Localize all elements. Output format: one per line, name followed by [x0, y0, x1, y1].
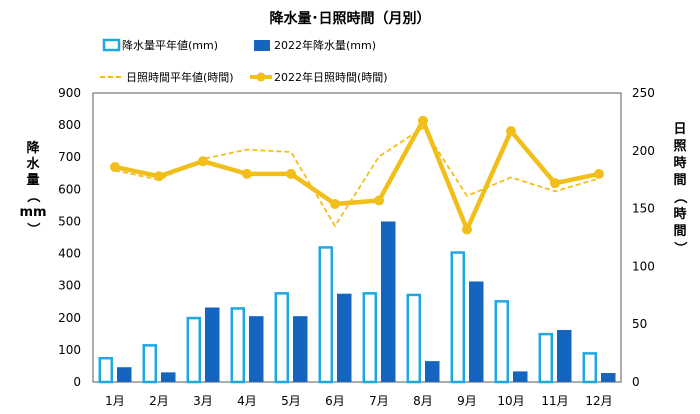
bar-series	[98, 221, 616, 384]
point-2022-sun	[286, 168, 296, 179]
bar-normal-rain	[538, 332, 553, 384]
bar-2022-rain	[381, 221, 396, 382]
bar-normal-rain	[362, 292, 377, 384]
point-2022-sun	[154, 171, 164, 182]
right-tick-label: 100	[632, 259, 655, 273]
right-axis-title-char: 照	[673, 139, 686, 154]
point-2022-sun	[594, 168, 604, 179]
left-tick-label: 100	[58, 343, 81, 357]
right-tick-label: 250	[632, 86, 655, 100]
bar-2022-rain	[161, 372, 176, 382]
left-axis-title-char: 量	[26, 173, 39, 188]
bar-normal-rain	[230, 307, 245, 384]
left-axis-title-char: mm	[19, 205, 46, 220]
bar-2022-rain	[117, 367, 132, 382]
bar-normal-rain	[494, 300, 509, 384]
x-tick-label: 9月	[457, 394, 477, 408]
left-tick-label: 300	[58, 279, 81, 293]
bar-2022-rain	[513, 371, 528, 382]
x-tick-label: 2月	[149, 394, 169, 408]
chart-title: 降水量･日照時間（月別）	[270, 10, 431, 27]
bar-2022-rain	[293, 316, 308, 382]
left-axis-title-char: 降	[26, 140, 40, 156]
bar-normal-rain	[318, 246, 333, 384]
x-tick-label: 10月	[497, 394, 524, 408]
bar-2022-rain	[205, 307, 220, 382]
point-2022-sun	[550, 178, 560, 189]
legend: 降水量平年値(mm) 2022年降水量(mm) 日照時間平年値(時間) 2022…	[100, 38, 388, 84]
bar-2022-rain	[337, 293, 352, 382]
left-axis-title: 降水量（ mm ）	[19, 140, 46, 236]
left-axis-title-char: 水	[26, 156, 40, 172]
right-tick-label: 150	[632, 202, 655, 216]
bar-2022-rain	[557, 329, 572, 382]
x-axis-ticks: 1月 2月 3月 4月 5月 6月 7月 8月 9月 10月 11月 12月	[105, 394, 612, 408]
point-2022-sun	[418, 115, 428, 126]
x-tick-label: 4月	[237, 394, 257, 408]
right-axis-title-char: 時	[673, 206, 686, 222]
x-tick-label: 11月	[541, 394, 568, 408]
left-tick-label: 600	[58, 182, 81, 196]
bar-normal-rain	[98, 356, 113, 384]
left-axis-ticks: 0 100 200 300 400 500 600 700 800 900	[58, 86, 81, 389]
bar-normal-rain	[186, 316, 201, 384]
left-tick-label: 900	[58, 86, 81, 100]
point-2022-sun	[242, 168, 252, 179]
right-axis-ticks: 0 50 100 150 200 250	[632, 86, 655, 389]
right-axis-title-char: ）	[672, 241, 688, 254]
left-tick-label: 700	[58, 150, 81, 164]
right-tick-label: 200	[632, 144, 655, 158]
x-tick-label: 1月	[105, 394, 125, 408]
point-2022-sun	[330, 198, 340, 209]
left-axis-title-char: ）	[25, 222, 41, 235]
plot-area	[92, 92, 622, 383]
bar-2022-rain	[469, 281, 484, 382]
bar-normal-rain	[450, 251, 465, 384]
left-tick-label: 200	[58, 311, 81, 325]
line-normal-sun	[114, 126, 600, 228]
left-tick-label: 800	[58, 118, 81, 132]
bar-normal-rain	[406, 293, 421, 384]
bar-normal-rain	[274, 292, 289, 384]
point-2022-sun	[374, 195, 384, 206]
bar-2022-rain	[249, 316, 264, 382]
right-tick-label: 50	[632, 317, 647, 331]
line-series	[110, 115, 604, 235]
right-axis-title-char: 日	[673, 122, 686, 137]
left-tick-label: 0	[73, 375, 81, 389]
bar-normal-rain	[142, 344, 157, 384]
left-tick-label: 500	[58, 214, 81, 228]
right-tick-label: 0	[632, 375, 640, 389]
point-2022-sun	[506, 126, 516, 137]
x-tick-label: 7月	[369, 394, 389, 408]
legend-marker-2022-sun	[256, 72, 266, 82]
left-axis-title-char: （	[25, 189, 41, 202]
legend-label-2022-sun: 2022年日照時間(時間)	[274, 70, 388, 84]
point-2022-sun	[110, 161, 120, 172]
bar-normal-rain	[582, 352, 597, 384]
left-tick-label: 400	[58, 247, 81, 261]
legend-swatch-normal-rain	[102, 38, 121, 52]
right-axis-title-char: 間	[673, 224, 686, 239]
legend-label-normal-rain: 降水量平年値(mm)	[122, 38, 218, 52]
x-tick-label: 6月	[325, 394, 345, 408]
right-axis-title-char: （	[672, 190, 688, 203]
bar-2022-rain	[425, 361, 440, 382]
right-axis-title: 日照時間（時間）	[672, 122, 688, 255]
point-2022-sun	[198, 156, 208, 167]
x-tick-label: 3月	[193, 394, 213, 408]
right-axis-title-char: 時	[673, 155, 686, 171]
x-tick-label: 8月	[413, 394, 433, 408]
legend-label-normal-sun: 日照時間平年値(時間)	[126, 70, 234, 84]
right-axis-title-char: 間	[673, 173, 686, 188]
legend-swatch-2022-rain	[254, 40, 270, 51]
x-tick-label: 12月	[585, 394, 612, 408]
line-2022-sun	[114, 118, 600, 232]
bar-2022-rain	[601, 373, 616, 382]
x-tick-label: 5月	[281, 394, 301, 408]
point-2022-sun	[462, 224, 472, 235]
legend-label-2022-rain: 2022年降水量(mm)	[274, 38, 376, 52]
